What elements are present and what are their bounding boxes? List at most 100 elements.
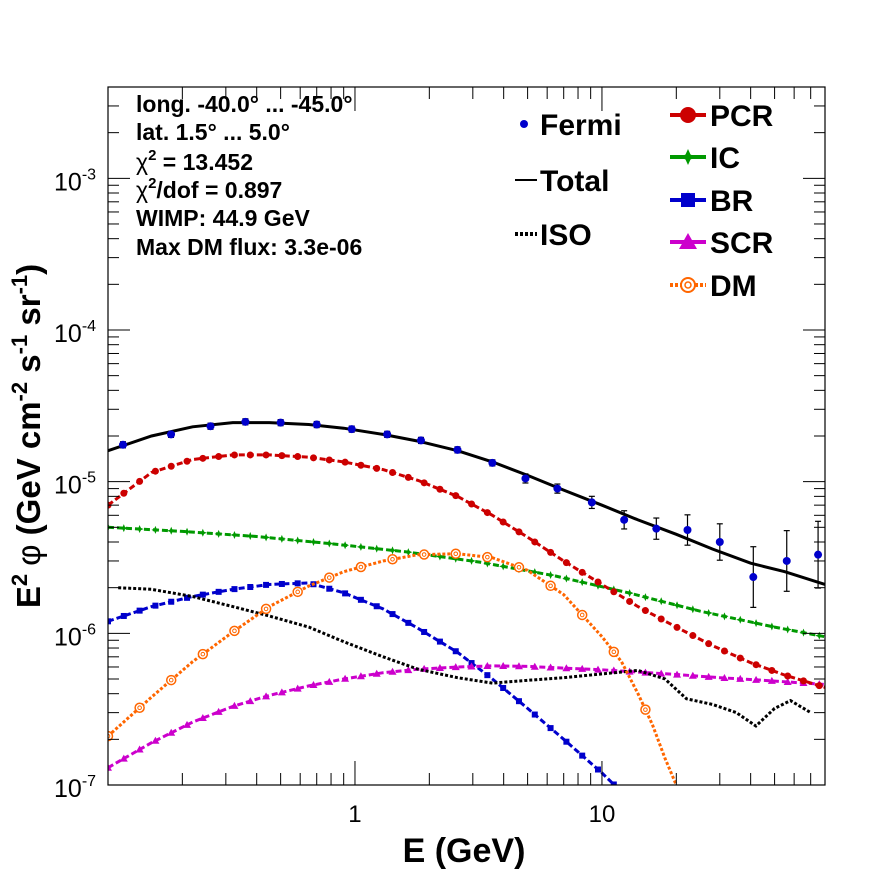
series-marker-dm-inner [516, 564, 522, 570]
series-marker-br [405, 619, 412, 626]
y-title-e: E [10, 586, 47, 608]
y-tick-label-exp: -5 [82, 470, 96, 487]
series-marker-br [452, 648, 459, 655]
series-marker-ic [720, 612, 729, 621]
series-marker-br [184, 594, 191, 601]
fermi-point [488, 458, 497, 467]
fermi-point [782, 530, 791, 592]
y-tick-label-base: 10 [54, 320, 82, 348]
series-marker-scr [341, 674, 350, 682]
series-marker-br [610, 781, 617, 785]
series-marker-dm-inner [358, 564, 364, 570]
y-tick-label: 10-7 [54, 773, 96, 803]
info-text-block: long. -40.0° ... -45.0° lat. 1.5° ... 5.… [136, 91, 362, 260]
series-marker-ic [736, 615, 745, 624]
series-marker-scr [214, 707, 223, 715]
series-marker-pcr [578, 568, 586, 576]
y-tick-label: 10-6 [54, 621, 96, 651]
series-marker-scr [230, 701, 239, 709]
series-marker-dm-inner [548, 583, 553, 589]
fermi-marker [521, 474, 530, 483]
x-tick-label: 1 [348, 801, 361, 828]
fermi-point [683, 514, 692, 546]
series-marker-br [263, 581, 270, 588]
series-marker-pcr [230, 451, 238, 459]
series-marker-scr [135, 745, 144, 753]
series-marker-pcr [673, 623, 681, 631]
series-marker-ic [752, 619, 761, 628]
series-marker-br [215, 588, 222, 595]
info-longitude: long. -40.0° ... -45.0° [136, 91, 353, 117]
series-marker-pcr [705, 640, 713, 648]
series-marker-br [199, 591, 206, 598]
series-marker-scr [720, 673, 729, 681]
series-marker-dm [513, 562, 525, 573]
series-marker-dm-inner [232, 628, 237, 634]
series-marker-dm [387, 554, 398, 565]
series-marker-br [421, 628, 428, 635]
legend-dm-label: DM [710, 270, 757, 303]
series-marker-pcr [120, 489, 128, 497]
series-marker-dm-inner [485, 554, 490, 560]
series-marker-pcr [278, 452, 286, 460]
fermi-point [453, 445, 462, 454]
info-wimp: WIMP: 44.9 GeV [136, 205, 310, 231]
series-marker-pcr [784, 672, 792, 680]
series-marker-pcr [167, 462, 175, 470]
series-marker-pcr [309, 454, 317, 462]
fermi-point [553, 483, 562, 494]
series-marker-dm [576, 609, 588, 621]
series-marker-scr [119, 754, 128, 762]
fermi-marker [715, 538, 724, 547]
legend-fermi-label: Fermi [540, 109, 622, 142]
series-marker-dm-inner [579, 612, 585, 618]
fermi-data-layer [118, 417, 823, 608]
series-marker-dm [134, 702, 145, 713]
series-marker-pcr [799, 677, 807, 685]
series-marker-pcr [641, 607, 649, 615]
series-marker-scr [435, 663, 444, 671]
series-marker-br [579, 752, 586, 759]
series-marker-ic [246, 532, 255, 541]
series-marker-dm-inner [453, 551, 459, 557]
legend-fermi-marker [520, 120, 528, 128]
series-marker-pcr [389, 469, 397, 477]
series-marker-scr [246, 697, 255, 705]
y-tick-label-exp: -3 [82, 166, 96, 183]
fermi-marker [652, 524, 661, 533]
series-marker-pcr [515, 528, 523, 536]
series-marker-pcr [404, 473, 412, 481]
series-marker-pcr [262, 451, 270, 459]
fermi-marker [488, 458, 497, 467]
series-line-iso [118, 586, 812, 728]
legend-ic-label: IC [710, 142, 740, 175]
series-marker-br [500, 684, 507, 691]
fermi-marker [118, 440, 127, 449]
series-dm [108, 548, 678, 785]
series-marker-scr [546, 663, 555, 671]
series-marker-scr [309, 680, 318, 688]
series-marker-ic [262, 533, 271, 542]
series-marker-scr [356, 672, 365, 680]
legend-iso-label: ISO [540, 219, 592, 252]
series-marker-pcr [325, 456, 333, 464]
legend-dm-marker [680, 277, 696, 293]
series-line-total [108, 421, 825, 586]
series-marker-ic [546, 571, 555, 580]
series-marker-scr [277, 688, 286, 696]
series-marker-scr [388, 667, 397, 675]
series-marker-scr [514, 662, 523, 670]
fermi-point [241, 417, 250, 426]
series-marker-pcr [468, 500, 476, 508]
fermi-point [312, 420, 321, 429]
series-marker-dm-inner [390, 556, 395, 562]
series-marker-pcr [720, 647, 728, 655]
series-marker-dm-inner [108, 733, 111, 739]
y-title-unit: (GeV cm [10, 401, 47, 544]
series-marker-pcr [531, 538, 539, 546]
series-marker-ic [119, 524, 128, 533]
info-latitude: lat. 1.5° ... 5.0° [136, 119, 290, 145]
y-tick-label-base: 10 [54, 472, 82, 500]
legend-total-label: Total [540, 165, 609, 198]
